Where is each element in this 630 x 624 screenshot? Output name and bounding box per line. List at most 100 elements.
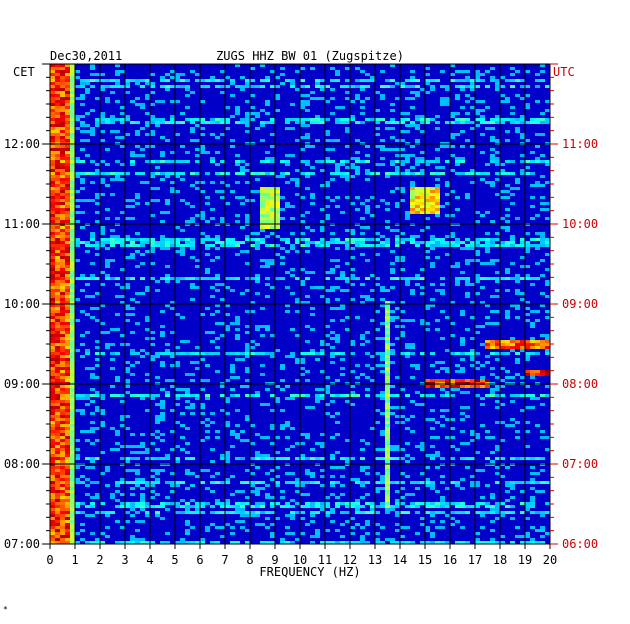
heatmap-cell: [490, 541, 495, 544]
heatmap-cell: [75, 205, 80, 208]
heatmap-cell: [155, 172, 160, 175]
heatmap-cell: [540, 133, 545, 136]
heatmap-cell: [315, 535, 320, 538]
heatmap-cell: [480, 376, 485, 379]
heatmap-cell: [55, 343, 60, 346]
heatmap-cell: [50, 157, 55, 160]
heatmap-cell: [495, 163, 500, 166]
heatmap-cell: [75, 190, 80, 193]
heatmap-cell: [200, 412, 205, 415]
heatmap-cell: [165, 391, 170, 394]
heatmap-cell: [545, 370, 550, 373]
heatmap-cell: [325, 511, 330, 514]
heatmap-cell: [115, 238, 120, 241]
heatmap-cell: [195, 286, 200, 289]
heatmap-cell: [370, 244, 375, 247]
heatmap-cell: [330, 79, 335, 82]
heatmap-cell: [505, 424, 510, 427]
heatmap-cell: [205, 394, 210, 397]
heatmap-cell: [385, 148, 390, 151]
heatmap-cell: [65, 280, 70, 283]
heatmap-cell: [260, 325, 265, 328]
heatmap-cell: [115, 277, 120, 280]
heatmap-cell: [360, 160, 365, 163]
heatmap-cell: [540, 511, 545, 514]
heatmap-cell: [70, 373, 75, 376]
heatmap-cell: [210, 541, 215, 544]
heatmap-cell: [530, 499, 535, 502]
heatmap-cell: [385, 85, 390, 88]
heatmap-cell: [345, 316, 350, 319]
heatmap-cell: [135, 457, 140, 460]
heatmap-cell: [125, 379, 130, 382]
heatmap-cell: [60, 472, 65, 475]
heatmap-cell: [65, 289, 70, 292]
heatmap-cell: [520, 238, 525, 241]
heatmap-cell: [350, 256, 355, 259]
heatmap-cell: [105, 484, 110, 487]
heatmap-cell: [400, 511, 405, 514]
heatmap-cell: [455, 70, 460, 73]
heatmap-cell: [185, 391, 190, 394]
heatmap-cell: [110, 343, 115, 346]
heatmap-cell: [60, 91, 65, 94]
heatmap-cell: [340, 541, 345, 544]
heatmap-cell: [335, 196, 340, 199]
heatmap-cell: [345, 439, 350, 442]
heatmap-cell: [70, 226, 75, 229]
heatmap-cell: [540, 70, 545, 73]
heatmap-cell: [70, 412, 75, 415]
heatmap-cell: [460, 106, 465, 109]
heatmap-cell: [325, 277, 330, 280]
heatmap-cell: [245, 112, 250, 115]
heatmap-cell: [65, 325, 70, 328]
heatmap-cell: [320, 118, 325, 121]
heatmap-cell: [230, 526, 235, 529]
heatmap-cell: [495, 289, 500, 292]
heatmap-cell: [515, 127, 520, 130]
heatmap-cell: [490, 121, 495, 124]
heatmap-cell: [515, 394, 520, 397]
heatmap-cell: [80, 226, 85, 229]
heatmap-cell: [390, 64, 395, 67]
heatmap-cell: [65, 271, 70, 274]
heatmap-cell: [65, 340, 70, 343]
heatmap-cell: [260, 352, 265, 355]
heatmap-cell: [65, 454, 70, 457]
heatmap-cell: [365, 511, 370, 514]
heatmap-cell: [510, 121, 515, 124]
heatmap-cell: [145, 448, 150, 451]
heatmap-cell: [55, 247, 60, 250]
heatmap-cell: [500, 169, 505, 172]
heatmap-cell: [160, 244, 165, 247]
heatmap-cell: [500, 343, 505, 346]
heatmap-cell: [115, 217, 120, 220]
heatmap-cell: [470, 358, 475, 361]
heatmap-cell: [460, 370, 465, 373]
heatmap-cell: [245, 277, 250, 280]
heatmap-cell: [70, 85, 75, 88]
heatmap-cell: [120, 502, 125, 505]
heatmap-cell: [450, 244, 455, 247]
heatmap-cell: [150, 118, 155, 121]
heatmap-cell: [65, 259, 70, 262]
heatmap-cell: [320, 88, 325, 91]
heatmap-cell: [335, 307, 340, 310]
heatmap-cell: [55, 331, 60, 334]
heatmap-cell: [225, 451, 230, 454]
heatmap-cell: [545, 349, 550, 352]
heatmap-cell: [405, 493, 410, 496]
heatmap-cell: [135, 361, 140, 364]
heatmap-cell: [50, 115, 55, 118]
heatmap-cell: [435, 178, 440, 181]
heatmap-cell: [55, 244, 60, 247]
heatmap-cell: [350, 238, 355, 241]
heatmap-cell: [65, 529, 70, 532]
heatmap-cell: [95, 124, 100, 127]
heatmap-cell: [425, 211, 430, 214]
heatmap-cell: [105, 163, 110, 166]
heatmap-cell: [460, 241, 465, 244]
heatmap-cell: [545, 163, 550, 166]
heatmap-cell: [70, 493, 75, 496]
